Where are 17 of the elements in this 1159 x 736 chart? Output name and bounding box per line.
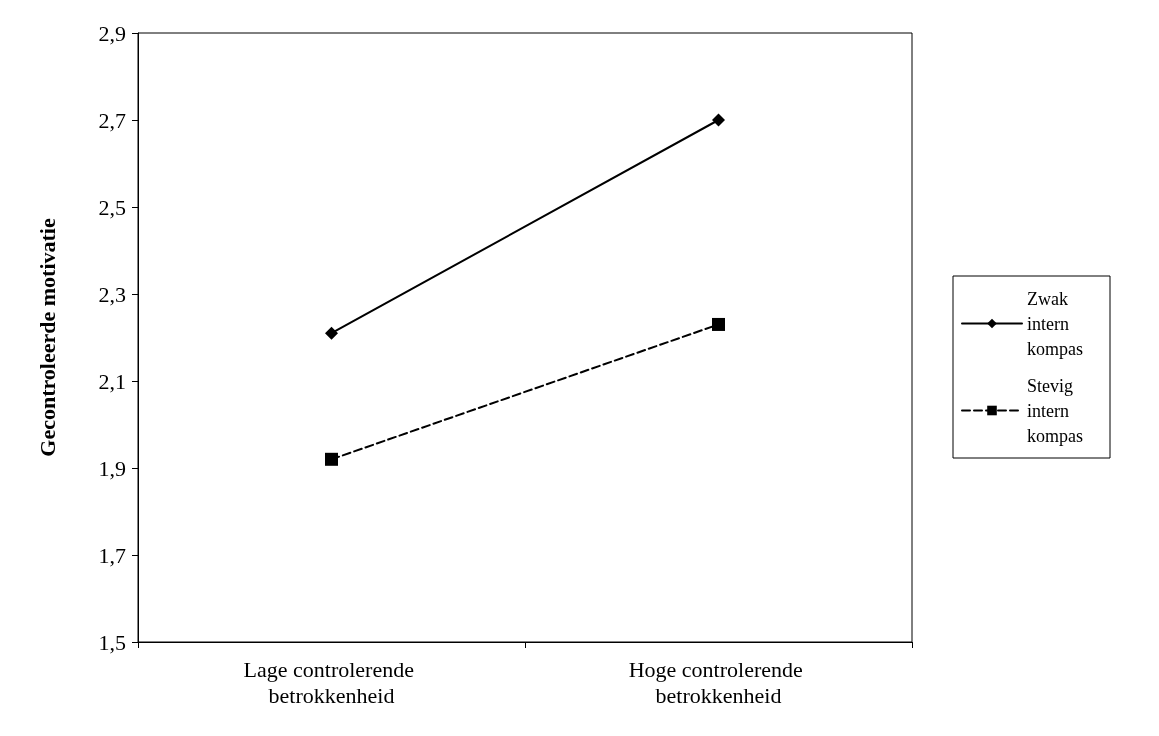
y-tick-label: 2,7 [98,107,126,133]
y-tick-label: 1,5 [98,629,126,655]
legend-label: Stevig intern kompas [1027,375,1083,446]
x-tick-label: Lage controlerende betrokkenheid [243,656,420,708]
point [325,452,338,466]
point [712,113,725,127]
legend-label: Zwak intern kompas [1027,288,1083,359]
y-tick-label: 2,1 [98,368,126,394]
y-tick-label: 2,3 [98,281,126,307]
x-tick-label: Hoge controlerende betrokkenheid [628,656,809,708]
y-axis-title: Gecontroleerde motivatie [34,218,60,457]
y-tick-label: 2,9 [98,20,126,46]
y-tick-label: 2,5 [98,194,126,220]
point [712,317,725,331]
y-tick-label: 1,9 [98,455,126,481]
point [325,326,338,340]
y-tick-label: 1,7 [98,542,126,568]
